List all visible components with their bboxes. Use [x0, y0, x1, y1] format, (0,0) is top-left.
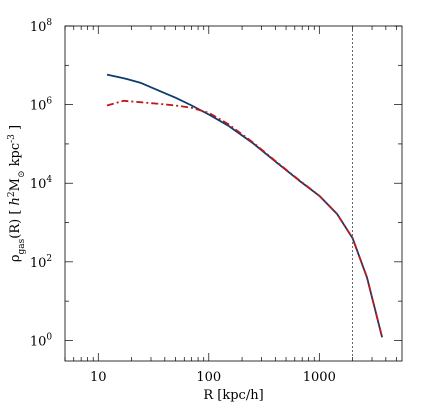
y-tick-labels: 100 102 104 106 108 — [30, 18, 53, 349]
y-tick-label: 106 — [30, 97, 53, 114]
series-line-2 — [106, 99, 383, 338]
y-axis-title-h-exp: 2 — [7, 191, 17, 197]
y-axis-title-mass: M — [8, 178, 23, 191]
y-axis-title-symbol: ρ — [8, 254, 23, 262]
y-axis-title-h: h — [8, 197, 23, 205]
y-tick-label: 102 — [30, 254, 52, 271]
x-tick-labels: 10 100 1000 — [90, 370, 336, 385]
axis-ticks — [64, 25, 402, 361]
y-axis-title: ρgas(R) [ h2M⊙ kpc-3 ] — [7, 125, 27, 262]
y-axis-title-subscript: gas — [17, 238, 27, 254]
series-group — [106, 73, 383, 338]
y-axis-title-unit-exp: -3 — [7, 134, 17, 143]
y-axis-title-sun: ⊙ — [17, 170, 27, 178]
y-axis-title-close: ] — [8, 125, 23, 134]
x-axis-title: R [kpc/h] — [203, 388, 263, 403]
y-axis-title-arg: (R) [ — [8, 205, 23, 238]
plot-frame — [64, 25, 403, 362]
y-tick-label: 108 — [30, 18, 53, 35]
x-tick-label: 100 — [196, 370, 221, 385]
y-tick-label: 100 — [30, 332, 53, 349]
y-tick-label: 104 — [30, 175, 53, 192]
y-axis-title-unit: kpc — [8, 143, 23, 171]
x-tick-label: 10 — [90, 370, 107, 385]
x-tick-label: 1000 — [303, 370, 336, 385]
